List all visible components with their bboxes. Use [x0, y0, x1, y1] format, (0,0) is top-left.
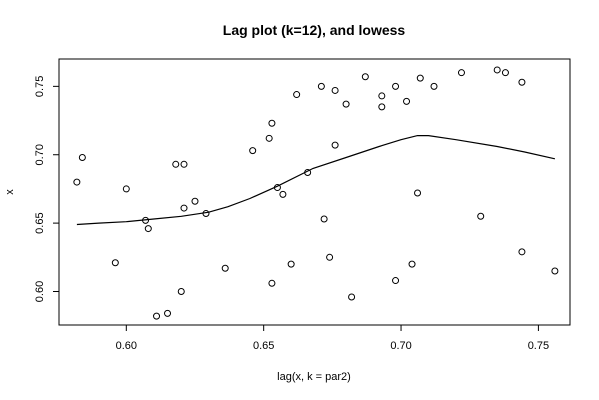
y-tick-label: 0.75 [34, 76, 46, 97]
data-point [180, 160, 188, 168]
data-point [144, 225, 152, 233]
chart-title: Lag plot (k=12), and lowess [223, 22, 406, 38]
lowess-line [76, 135, 556, 226]
data-point [493, 66, 501, 74]
y-tick-label: 0.65 [34, 212, 46, 233]
x-axis-label: lag(x, k = par2) [277, 371, 351, 383]
x-tick-label: 0.65 [253, 340, 274, 352]
data-point [392, 277, 400, 285]
data-point [331, 86, 339, 94]
data-point [326, 253, 334, 261]
data-point [78, 153, 86, 161]
data-point [518, 78, 526, 86]
data-point [392, 82, 400, 90]
data-point [279, 190, 287, 198]
data-point [403, 97, 411, 105]
data-point [73, 178, 81, 186]
data-point [320, 215, 328, 223]
data-point [414, 189, 422, 197]
data-point [317, 82, 325, 90]
data-point [408, 260, 416, 268]
x-axis: 0.60 0.65 0.70 0.75 [116, 325, 549, 352]
data-point [378, 103, 386, 111]
x-tick-label: 0.70 [390, 340, 411, 352]
data-point [293, 91, 301, 99]
data-point [122, 185, 130, 193]
x-tick-label: 0.60 [116, 340, 137, 352]
data-point [477, 212, 485, 220]
data-point [361, 73, 369, 81]
data-point [501, 69, 509, 77]
data-point [551, 267, 559, 275]
data-point [177, 287, 185, 295]
data-point [191, 197, 199, 205]
data-point [518, 248, 526, 256]
data-point [268, 279, 276, 287]
data-point [221, 264, 229, 272]
data-point [416, 74, 424, 82]
data-point [287, 260, 295, 268]
data-point [111, 259, 119, 267]
data-point [348, 293, 356, 301]
data-point [153, 312, 161, 320]
y-tick-label: 0.60 [34, 281, 46, 302]
data-point [249, 147, 257, 155]
data-point [342, 100, 350, 108]
y-tick-label: 0.70 [34, 144, 46, 165]
scatter-points [73, 66, 559, 320]
plot-frame [58, 58, 571, 326]
data-point [378, 92, 386, 100]
data-point [268, 119, 276, 127]
data-point [164, 309, 172, 317]
data-point [202, 210, 210, 218]
data-point [430, 82, 438, 90]
y-axis-label: x [4, 189, 16, 195]
data-point [265, 134, 273, 142]
data-point [457, 69, 465, 77]
x-tick-label: 0.75 [528, 340, 549, 352]
y-axis: 0.60 0.65 0.70 0.75 [34, 76, 59, 302]
data-point [172, 160, 180, 168]
data-point [180, 204, 188, 212]
data-point [331, 141, 339, 149]
